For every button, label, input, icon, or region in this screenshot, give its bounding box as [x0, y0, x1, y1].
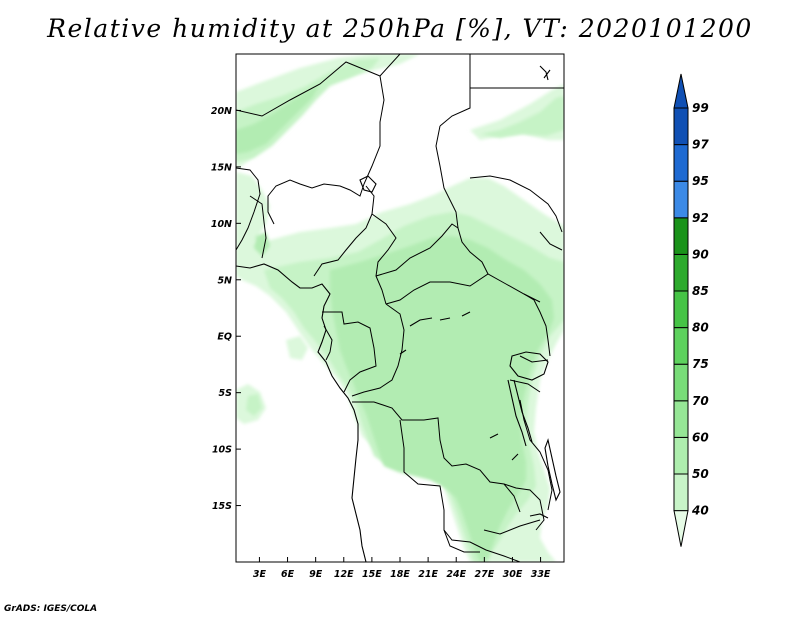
colorbar-label: 80	[692, 321, 709, 335]
lat-tick-label: 5S	[219, 388, 233, 399]
lon-tick-label: 6E	[281, 569, 295, 580]
border-niger	[267, 75, 385, 225]
colorbar-label: 99	[692, 101, 709, 115]
lon-tick-label: 27E	[474, 569, 494, 580]
lon-tick-label: 18E	[390, 569, 410, 580]
colorbar-label: 60	[692, 430, 709, 444]
border-angola	[399, 419, 480, 553]
lon-tick-label: 3E	[253, 569, 267, 580]
border-gabon	[323, 325, 333, 361]
lat-tick-label: 10N	[211, 219, 232, 230]
colorbar-segment	[673, 180, 689, 219]
border-nigeria-cameroon	[313, 185, 375, 277]
colorbar-top-arrow	[673, 73, 689, 109]
border-sudan-east	[469, 175, 563, 251]
border-namibia	[443, 529, 521, 562]
lake-tanganyika	[507, 379, 533, 447]
humidity-shading	[236, 54, 564, 562]
border-west-africa	[236, 167, 267, 259]
map-title: Relative humidity at 250hPa [%], VT: 202…	[47, 14, 753, 43]
lon-tick-label: 15E	[362, 569, 382, 580]
lake-malawi	[544, 438, 561, 502]
border-uganda-rwanda	[509, 293, 551, 393]
colorbar-label: 40	[691, 504, 709, 518]
colorbar-label: 50	[692, 467, 709, 481]
lat-tick-label: EQ	[217, 332, 232, 343]
border-chad-sudan	[435, 125, 489, 275]
humidity-band-60-70	[236, 84, 554, 562]
lat-tick-label: 10S	[212, 445, 232, 456]
border-tanzania	[519, 399, 553, 511]
lon-tick-label: 9E	[309, 569, 323, 580]
border-libya-chad	[400, 54, 471, 127]
colorbar-segment	[673, 144, 689, 182]
colorbar-segment	[673, 436, 689, 475]
coastline	[236, 263, 367, 562]
river-congo-bend	[399, 311, 549, 519]
border-zambia-zimbabwe	[483, 483, 545, 535]
border-congo	[322, 303, 405, 397]
colorbar-label: 85	[692, 284, 709, 298]
border-drc	[352, 401, 521, 513]
lon-tick-label: 21E	[418, 569, 438, 580]
lake-chad	[359, 175, 377, 193]
colorbar-label: 92	[692, 211, 709, 225]
colorbar-label: 95	[692, 174, 709, 188]
colorbar-segment	[673, 107, 689, 146]
colorbar-segment	[673, 473, 689, 512]
latitude-axis: 20N 15N 10N 5N EQ 5S 10S 15S	[211, 106, 241, 512]
colorbar-segment	[673, 363, 689, 402]
lat-tick-label: 20N	[211, 106, 232, 117]
colorbar-label: 70	[692, 394, 709, 408]
lat-tick-label: 15S	[212, 501, 232, 512]
colorbar-label: 90	[692, 247, 709, 261]
lon-tick-label: 33E	[531, 569, 551, 580]
border-cameroon-chad	[371, 213, 397, 305]
colorbar-label: 97	[692, 138, 709, 152]
lake-victoria	[509, 351, 549, 381]
colorbar-segment	[673, 400, 689, 438]
lat-tick-label: 15N	[211, 162, 232, 173]
lon-tick-label: 24E	[446, 569, 466, 580]
sinai-coast	[539, 65, 551, 81]
colorbar-segment	[673, 217, 689, 255]
colorbar-label: 75	[692, 357, 709, 371]
colorbar-segment	[673, 290, 689, 329]
political-boundaries	[236, 54, 564, 562]
longitude-axis: 3E 6E 9E 12E 15E 18E 21E 24E 27E 30E 33E	[253, 557, 551, 580]
colorbar-segment	[673, 327, 689, 365]
colorbar-segment	[673, 253, 689, 292]
border-car	[375, 223, 541, 305]
colorbar: 40 50 60 70 75 80 85 90 92 95 97 99	[673, 73, 709, 547]
grads-credit: GrADS: IGES/COLA	[4, 604, 98, 614]
lat-tick-label: 5N	[217, 275, 232, 286]
lon-tick-label: 12E	[334, 569, 354, 580]
colorbar-segment	[673, 510, 689, 547]
lon-tick-label: 30E	[503, 569, 523, 580]
